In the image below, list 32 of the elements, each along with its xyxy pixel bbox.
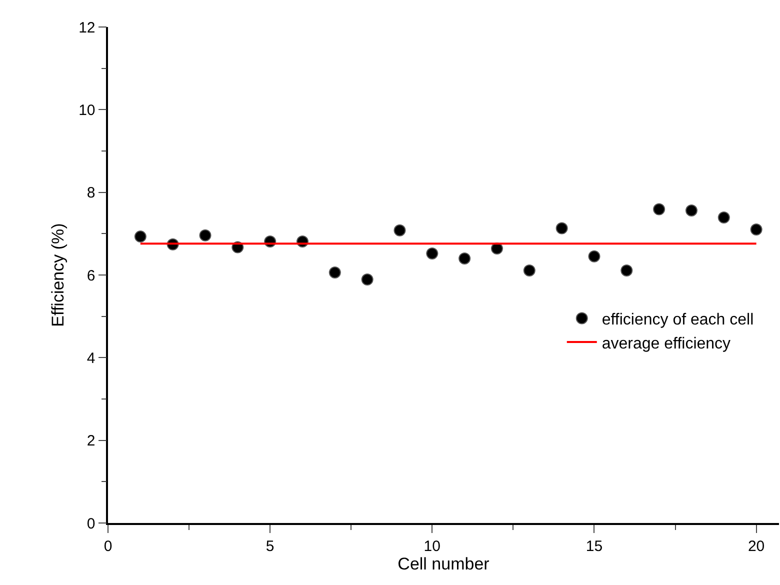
x-tick-label: 20	[748, 538, 765, 555]
point	[328, 266, 341, 279]
x-axis-title: Cell number	[398, 554, 490, 574]
point	[199, 229, 212, 242]
y-tick-label: 0	[86, 515, 96, 532]
y-tick-label: 10	[78, 102, 96, 119]
legend-label: average efficiency	[602, 335, 731, 352]
point	[750, 224, 762, 236]
point	[718, 212, 730, 224]
point	[620, 264, 633, 276]
y-axis-title: Efficiency (%)	[48, 223, 68, 327]
point	[556, 222, 568, 234]
point	[653, 203, 666, 216]
point	[458, 252, 471, 264]
point	[588, 250, 600, 262]
point	[426, 248, 438, 260]
y-tick-label: 2	[86, 432, 96, 450]
y-tick-label: 4	[86, 350, 96, 367]
point	[134, 230, 146, 243]
y-tick-label: 12	[78, 19, 96, 36]
legend-label: efficiency of each cell	[602, 311, 754, 328]
point	[685, 204, 698, 217]
y-tick-label: 6	[86, 267, 96, 284]
x-tick-label: 0	[104, 538, 112, 555]
point	[523, 264, 536, 276]
x-tick-label: 10	[424, 538, 440, 555]
point	[490, 242, 503, 255]
x-tick-label: 15	[586, 538, 603, 555]
point	[361, 274, 374, 286]
y-tick-label: 8	[86, 184, 96, 202]
x-tick-label: 5	[266, 538, 274, 555]
point	[394, 224, 406, 236]
